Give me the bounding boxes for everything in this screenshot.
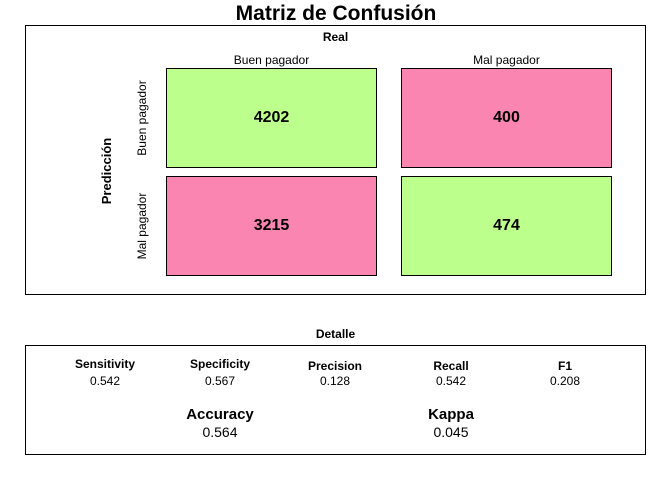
column-label-1: Mal pagador [473, 53, 540, 67]
chart-title: Matriz de Confusión [235, 2, 437, 25]
row-label-1: Mal pagador [135, 192, 149, 260]
metric-sensitivity-value: 0.542 [89, 374, 121, 388]
cell-buen-buen: 4202 [166, 68, 377, 168]
metric-precision-name: Precision [307, 359, 363, 373]
summary-accuracy-value: 0.564 [202, 424, 238, 440]
cell-mal-mal: 474 [401, 176, 612, 276]
matrix-panel [25, 25, 646, 295]
cell-buen-mal: 400 [401, 68, 612, 168]
details-heading: Detalle [315, 327, 356, 341]
metric-precision-value: 0.128 [319, 374, 351, 388]
details-panel [25, 345, 646, 455]
summary-kappa-name: Kappa [428, 406, 474, 423]
row-header: Predicción [99, 137, 114, 205]
metric-recall-name: Recall [433, 359, 469, 373]
metric-recall-value: 0.542 [435, 374, 467, 388]
cell-mal-buen: 3215 [166, 176, 377, 276]
metric-f1-value: 0.208 [549, 374, 581, 388]
column-header: Real [322, 30, 349, 44]
summary-accuracy-name: Accuracy [186, 406, 254, 423]
metric-f1-name: F1 [557, 359, 572, 373]
row-label-0: Buen pagador [135, 80, 149, 156]
metric-specificity-name: Specificity [189, 357, 251, 371]
metric-specificity-value: 0.567 [204, 374, 236, 388]
summary-kappa-value: 0.045 [433, 424, 469, 440]
metric-sensitivity-name: Sensitivity [74, 357, 136, 371]
column-label-0: Buen pagador [233, 53, 310, 67]
